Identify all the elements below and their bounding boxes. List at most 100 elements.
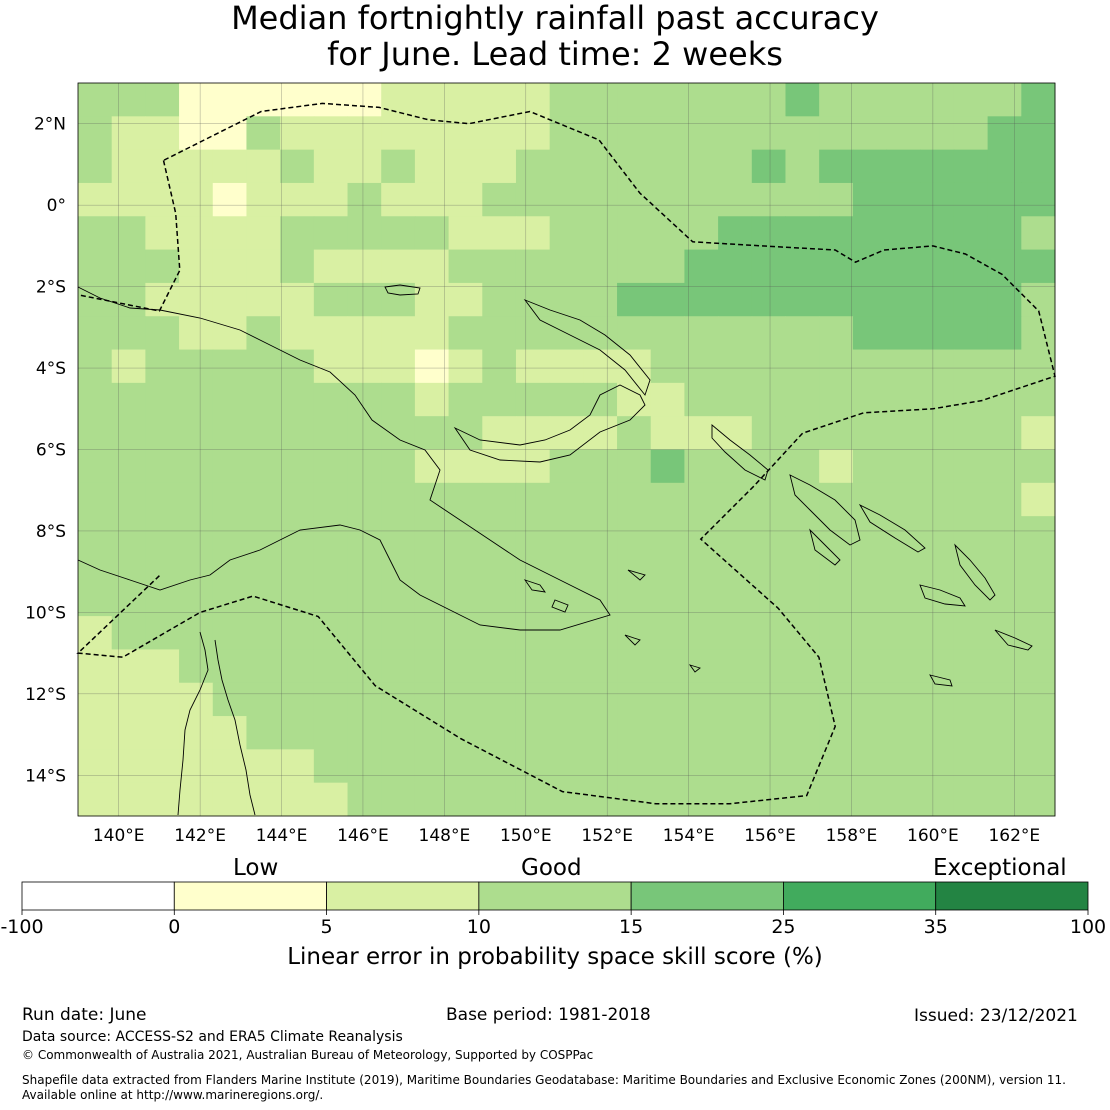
grid-cell xyxy=(650,616,685,650)
grid-cell xyxy=(751,449,786,484)
grid-cell xyxy=(448,216,483,251)
grid-cell xyxy=(718,682,753,717)
grid-cell xyxy=(819,316,854,351)
grid-cell xyxy=(819,749,854,784)
grid-cell xyxy=(448,382,483,417)
longitude-tick-label: 154°E xyxy=(663,826,715,846)
grid-cell xyxy=(515,249,551,284)
grid-cell xyxy=(785,516,820,550)
grid-cell xyxy=(953,249,989,284)
grid-cell xyxy=(785,449,820,484)
grid-cell xyxy=(347,616,382,650)
grid-cell xyxy=(280,749,315,784)
grid-cell xyxy=(886,782,921,817)
grid-cell xyxy=(448,149,483,184)
grid-cell xyxy=(448,716,483,750)
grid-cell xyxy=(953,216,989,251)
grid-cell xyxy=(684,682,719,717)
grid-cell xyxy=(482,83,517,117)
grid-cell xyxy=(617,249,652,284)
grid-cell xyxy=(1021,582,1056,617)
grid-cell xyxy=(886,682,921,717)
grid-cell xyxy=(987,649,1022,684)
grid-cell xyxy=(819,482,854,517)
grid-cell xyxy=(280,516,315,550)
grid-cell xyxy=(785,549,820,584)
grid-cell xyxy=(212,649,247,684)
grid-cell xyxy=(953,416,989,450)
grid-cell xyxy=(617,182,652,217)
grid-cell xyxy=(212,416,247,450)
shapefile-credit-line1: Shapefile data extracted from Flanders M… xyxy=(22,1073,1066,1087)
grid-cell xyxy=(617,482,652,517)
grid-cell xyxy=(246,149,281,184)
longitude-tick-label: 160°E xyxy=(907,826,959,846)
grid-cell xyxy=(313,349,349,384)
grid-cell xyxy=(381,316,416,351)
grid-cell xyxy=(583,349,618,384)
grid-cell xyxy=(78,716,113,750)
grid-cell xyxy=(381,749,416,784)
grid-cell xyxy=(549,83,584,117)
grid-cell xyxy=(617,782,652,817)
grid-cell xyxy=(650,482,685,517)
grid-cell xyxy=(414,316,450,351)
longitude-ticks: 140°E 142°E 144°E 146°E 148°E 150°E 152°E 154°E… xyxy=(93,826,1040,846)
grid-cell xyxy=(111,349,146,384)
grid-cell xyxy=(852,716,888,750)
grid-cell xyxy=(111,649,146,684)
grid-cell xyxy=(246,482,281,517)
grid-cell xyxy=(1021,149,1056,184)
grid-cell xyxy=(246,83,281,117)
eez-boundary xyxy=(76,102,1056,805)
grid-cell xyxy=(482,216,517,251)
grid-cell xyxy=(583,382,618,417)
grid-cell xyxy=(920,616,955,650)
grid-cell xyxy=(819,216,854,251)
grid-cell xyxy=(785,649,820,684)
grid-cell xyxy=(381,649,416,684)
grid-cell xyxy=(1021,716,1056,750)
grid-cell xyxy=(246,316,281,351)
grid-cell xyxy=(179,149,214,184)
grid-cell xyxy=(414,83,450,117)
grid-cell xyxy=(145,482,180,517)
grid-cell xyxy=(313,416,349,450)
grid-cell xyxy=(684,282,719,317)
grid-cell xyxy=(78,382,113,417)
grid-cell xyxy=(751,249,786,284)
grid-cell xyxy=(280,416,315,450)
grid-cell xyxy=(280,449,315,484)
grid-cell xyxy=(145,716,180,750)
grid-cell xyxy=(852,416,888,450)
grid-cell xyxy=(718,749,753,784)
grid-cell xyxy=(111,716,146,750)
grid-cell xyxy=(179,582,214,617)
grid-cell xyxy=(987,616,1022,650)
colorbar-tick-label: 5 xyxy=(321,916,333,938)
grid-cell xyxy=(212,349,247,384)
grid-cell xyxy=(583,682,618,717)
grid-cell xyxy=(953,282,989,317)
grid-cell xyxy=(482,349,517,384)
grid-cell xyxy=(1021,749,1056,784)
grid-cell xyxy=(347,116,382,151)
grid-cell xyxy=(819,716,854,750)
grid-cell xyxy=(145,549,180,584)
skill-grid xyxy=(78,83,1056,817)
grid-cell xyxy=(515,482,551,517)
coastlines xyxy=(77,284,1033,816)
grid-cell xyxy=(718,149,753,184)
grid-cell xyxy=(381,83,416,117)
grid-cell xyxy=(246,749,281,784)
grid-cell xyxy=(381,349,416,384)
solomon-islands-coastline xyxy=(789,474,1033,687)
colorbar-tick-label: 100 xyxy=(1070,916,1106,938)
latitude-tick-label: 12°S xyxy=(25,685,66,705)
grid-cell xyxy=(448,349,483,384)
grid-cell xyxy=(414,482,450,517)
grid-cell xyxy=(785,149,820,184)
grid-cell xyxy=(718,782,753,817)
grid-cell xyxy=(650,649,685,684)
grid-cell xyxy=(78,482,113,517)
